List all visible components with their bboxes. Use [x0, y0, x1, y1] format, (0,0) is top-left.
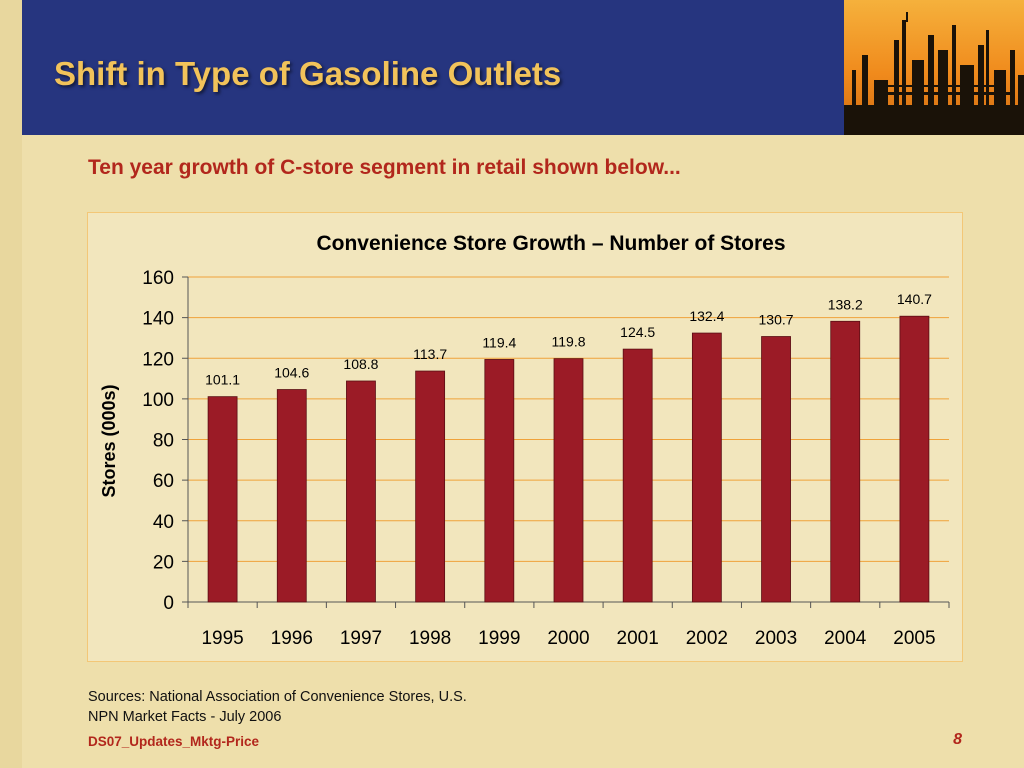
y-tick-label: 160 [142, 268, 174, 289]
bar-1997 [346, 380, 376, 603]
data-label: 138.2 [828, 296, 863, 312]
left-decorative-strip [0, 0, 22, 768]
data-label: 101.1 [205, 372, 240, 388]
data-label: 132.4 [689, 308, 724, 324]
bar-1995 [207, 396, 238, 603]
bar-1998 [415, 370, 446, 603]
slide-header: Shift in Type of Gasoline Outlets [22, 0, 844, 135]
footer-document-id: DS07_Updates_Mktg-Price [88, 734, 260, 749]
data-label: 130.7 [759, 312, 794, 328]
bar-2002 [691, 332, 722, 603]
data-label: 113.7 [413, 346, 447, 362]
data-label: 119.8 [552, 334, 586, 350]
bar-1996 [276, 389, 307, 603]
data-label: 124.5 [620, 324, 655, 340]
chart-title: Convenience Store Growth – Number of Sto… [316, 232, 785, 255]
x-tick-label: 1999 [478, 628, 520, 649]
refinery-photo [844, 0, 1024, 135]
x-tick-label: 1997 [340, 628, 382, 649]
sources-note: Sources: National Association of Conveni… [88, 687, 467, 727]
y-tick-label: 140 [142, 309, 174, 330]
refinery-silhouette-image [844, 0, 1024, 135]
bar-2004 [830, 320, 861, 603]
x-tick-label: 2000 [547, 628, 589, 649]
axes: 0 20 40 60 80 100 120 140 160 1995 1996 1997 1998 199… [142, 268, 950, 649]
y-tick-label: 60 [153, 471, 174, 492]
y-axis-label: Stores (000s) [99, 384, 119, 497]
x-tick-label: 1995 [201, 628, 243, 649]
data-labels: 101.1 104.6 108.8 113.7 119.4 119.8 124.5 132.4… [205, 291, 932, 387]
x-tick-label: 1998 [409, 628, 451, 649]
bar-2001 [622, 348, 653, 603]
y-tick-label: 40 [153, 512, 174, 533]
x-tick-label: 1996 [271, 628, 313, 649]
data-label: 108.8 [343, 356, 378, 372]
sources-line-2: NPN Market Facts - July 2006 [88, 709, 282, 725]
y-tick-label: 80 [153, 431, 174, 452]
sources-line-1: Sources: National Association of Conveni… [88, 689, 467, 705]
x-tick-label: 2001 [617, 628, 659, 649]
bar-chart: Convenience Store Growth – Number of Sto… [99, 232, 950, 649]
y-tick-label: 120 [142, 349, 174, 370]
x-tick-label: 2003 [755, 628, 797, 649]
y-tick-label: 100 [142, 390, 174, 411]
slide-title: Shift in Type of Gasoline Outlets [54, 55, 562, 92]
y-tick-label: 20 [153, 552, 174, 573]
bar-1999 [484, 359, 515, 603]
x-tick-label: 2005 [893, 628, 935, 649]
page-number: 8 [953, 731, 962, 748]
x-tick-label: 2004 [824, 628, 867, 649]
y-tick-label: 0 [163, 593, 174, 614]
data-label: 140.7 [897, 291, 932, 307]
bar-2005 [899, 315, 930, 603]
x-tick-label: 2002 [686, 628, 728, 649]
data-label: 119.4 [482, 334, 516, 350]
bar-2000 [553, 358, 584, 603]
chart-panel: Convenience Store Growth – Number of Sto… [87, 212, 963, 662]
bars [207, 315, 930, 603]
slide-subtitle: Ten year growth of C-store segment in re… [88, 156, 681, 179]
bar-2003 [761, 336, 791, 603]
data-label: 104.6 [274, 365, 309, 381]
